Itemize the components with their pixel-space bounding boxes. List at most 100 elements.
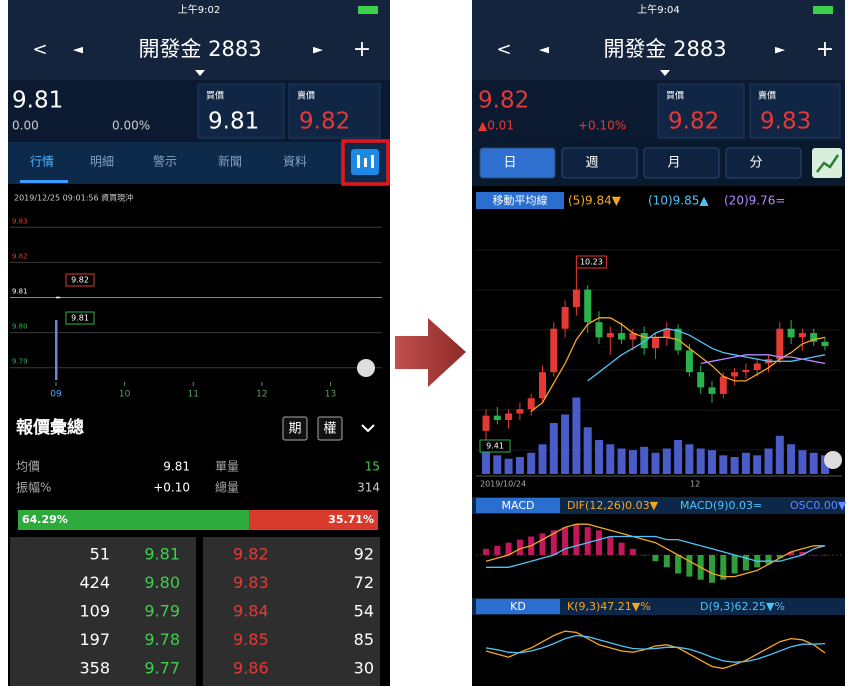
tab-underline bbox=[20, 180, 68, 183]
last-price: 9.82 bbox=[478, 88, 529, 114]
candle-body bbox=[629, 333, 637, 340]
zoom-button[interactable] bbox=[357, 359, 375, 377]
volume-bar bbox=[515, 457, 524, 474]
candle-body bbox=[595, 322, 603, 338]
osc-bar bbox=[539, 533, 546, 555]
y-tick-label: 9.80 bbox=[12, 323, 28, 331]
x-tick-label: 11 bbox=[188, 390, 199, 400]
osc-bar bbox=[652, 555, 659, 562]
tab[interactable]: 資料 bbox=[283, 155, 307, 169]
osc-bar bbox=[799, 551, 806, 555]
summary-value: 15 bbox=[365, 460, 380, 474]
ask-volume: 92 bbox=[354, 545, 374, 564]
bid-volume: 197 bbox=[79, 630, 110, 649]
moving-average bbox=[587, 328, 826, 382]
volume-bar bbox=[640, 446, 649, 474]
dropdown-caret bbox=[195, 70, 205, 76]
expand-chevron[interactable] bbox=[361, 424, 375, 433]
period-label: 分 bbox=[749, 156, 762, 171]
kd-title-box bbox=[476, 599, 560, 614]
period-button[interactable] bbox=[725, 147, 802, 179]
tab[interactable]: 明細 bbox=[90, 155, 114, 169]
next-button[interactable]: ► bbox=[775, 43, 785, 58]
osc-bar bbox=[573, 524, 580, 555]
volume-bar bbox=[674, 440, 683, 474]
low-label: 9.81 bbox=[71, 314, 89, 323]
bid-level: 9.77 bbox=[144, 659, 180, 678]
summary-title: 報價彙總 bbox=[16, 417, 84, 438]
osc-bar bbox=[776, 555, 783, 559]
summary-button[interactable] bbox=[317, 416, 343, 441]
osc-bar bbox=[483, 548, 489, 555]
summary-button[interactable] bbox=[282, 416, 308, 441]
ask-label: 賣價 bbox=[297, 90, 315, 102]
osc-bar bbox=[810, 555, 817, 556]
prev-button[interactable]: ◄ bbox=[73, 43, 83, 58]
sell-ratio-bar bbox=[249, 510, 378, 530]
chart-toggle-icon[interactable] bbox=[812, 148, 842, 178]
low-callout bbox=[65, 311, 95, 325]
tab[interactable]: 警示 bbox=[153, 154, 177, 169]
legend-entry: MACD(9)0.03= bbox=[680, 499, 762, 512]
bid-volume: 424 bbox=[79, 573, 110, 592]
period-button[interactable] bbox=[643, 147, 720, 179]
moving-average bbox=[700, 354, 826, 365]
legend-entry: (5)9.84▼ bbox=[568, 194, 622, 208]
candle-body bbox=[572, 289, 580, 307]
period-button[interactable] bbox=[479, 147, 556, 179]
candle-body bbox=[493, 415, 501, 420]
summary-value: 314 bbox=[357, 481, 380, 495]
volume-bar bbox=[798, 450, 807, 474]
period-label: 日 bbox=[503, 156, 516, 171]
back-button[interactable]: < bbox=[496, 39, 511, 60]
status-time: 上午9:02 bbox=[178, 3, 220, 16]
osc-bar bbox=[765, 555, 772, 565]
candle-body bbox=[640, 333, 648, 349]
candle-body bbox=[685, 350, 693, 373]
tab[interactable]: 行情 bbox=[30, 155, 54, 169]
zoom-button[interactable] bbox=[824, 451, 842, 469]
osc-bar bbox=[562, 527, 569, 555]
legend-entry: DIF(12,26)0.03▼ bbox=[567, 499, 659, 512]
kd-title: KD bbox=[510, 600, 526, 613]
osc-bar bbox=[629, 548, 636, 555]
bid-price: 9.82 bbox=[668, 109, 719, 135]
prev-button[interactable]: ◄ bbox=[539, 43, 549, 58]
osc-bar bbox=[709, 555, 715, 583]
legend-entry: K(9,3)47.21▼% bbox=[567, 600, 651, 613]
candle-body bbox=[708, 387, 716, 394]
volume-bar bbox=[527, 452, 536, 474]
macd-header bbox=[472, 497, 845, 514]
add-button[interactable]: + bbox=[816, 37, 834, 62]
next-button[interactable]: ► bbox=[313, 43, 323, 58]
period-button[interactable] bbox=[561, 147, 638, 179]
ask-volume: 30 bbox=[354, 659, 374, 678]
volume-bar bbox=[685, 444, 694, 474]
bid-box bbox=[197, 83, 285, 139]
osc-bar bbox=[618, 542, 625, 555]
tab[interactable]: 新聞 bbox=[218, 154, 242, 169]
candle-body bbox=[697, 372, 705, 388]
summary-label: 均價 bbox=[16, 460, 40, 474]
add-button[interactable]: + bbox=[353, 37, 371, 62]
volume-bar bbox=[482, 448, 490, 474]
x-tick-label: 09 bbox=[50, 390, 62, 400]
x-tick-label: 12 bbox=[256, 390, 267, 400]
ask-level: 9.85 bbox=[233, 630, 269, 649]
candle-body bbox=[505, 413, 513, 420]
transition-arrow bbox=[395, 318, 466, 387]
ma-title: 移動平均線 bbox=[493, 193, 548, 207]
stock-title: 開發金 2883 bbox=[138, 37, 261, 61]
x-tick-label: 13 bbox=[325, 390, 336, 400]
back-button[interactable]: < bbox=[32, 39, 47, 60]
x-label: 2019/10/24 bbox=[480, 480, 526, 489]
change-percent: 0.00% bbox=[112, 119, 150, 133]
volume-bar bbox=[719, 455, 728, 474]
candle-body bbox=[719, 376, 727, 394]
moving-average bbox=[530, 317, 826, 412]
kd-line bbox=[485, 634, 826, 663]
volume-bar bbox=[809, 452, 818, 474]
volume-bar bbox=[561, 414, 570, 474]
y-tick-label: 9.83 bbox=[12, 217, 28, 225]
low-callout bbox=[479, 439, 511, 453]
